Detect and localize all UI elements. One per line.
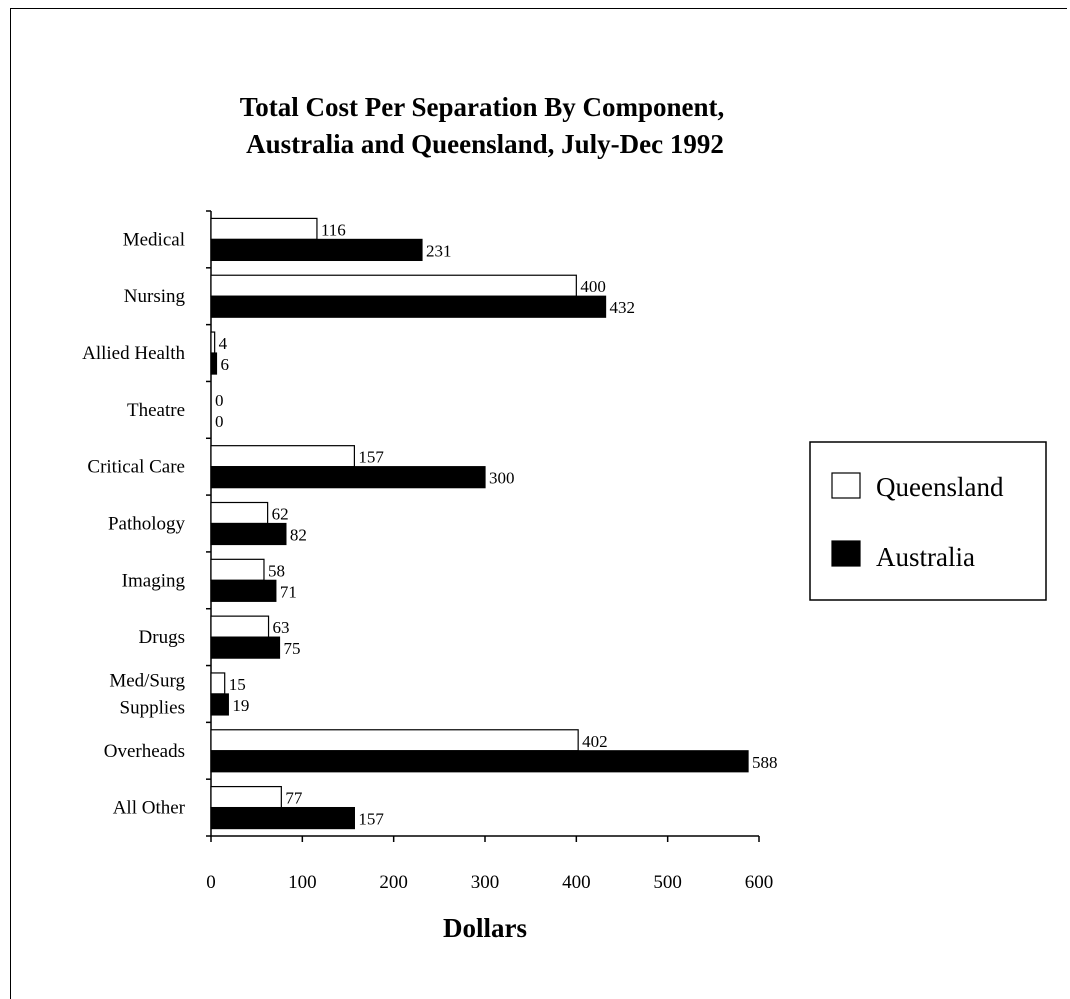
value-label-australia-medical: 231	[426, 241, 452, 260]
bar-queensland-med-surg-supplies	[210, 672, 226, 695]
category-label-allied-health: Allied Health	[82, 343, 185, 364]
category-label-drugs: Drugs	[139, 627, 185, 648]
x-tick-label-600: 600	[745, 872, 774, 893]
legend-swatch-australia	[831, 540, 861, 567]
x-tick-label-400: 400	[562, 872, 591, 893]
category-label-pathology: Pathology	[108, 514, 186, 535]
x-tick-label-0: 0	[206, 872, 216, 893]
value-label-queensland-allied-health: 4	[219, 334, 228, 353]
value-label-queensland-pathology: 62	[272, 505, 289, 524]
legend: Queensland Australia	[809, 441, 1047, 601]
category-label-theatre: Theatre	[127, 400, 185, 421]
value-label-australia-med-surg-supplies: 19	[232, 696, 249, 715]
chart-title-line-1: Total Cost Per Separation By Component,	[240, 92, 725, 122]
category-label-critical-care: Critical Care	[87, 457, 185, 478]
value-label-australia-drugs: 75	[284, 639, 301, 658]
x-tick-label-300: 300	[471, 872, 500, 893]
bar-australia-allied-health	[210, 352, 218, 375]
x-tick-label-200: 200	[379, 872, 408, 893]
category-label-all-other: All Other	[113, 798, 186, 819]
bar-australia-medical	[210, 238, 423, 262]
bar-queensland-pathology	[210, 501, 269, 525]
value-label-australia-overheads: 588	[752, 753, 778, 772]
legend-swatch-queensland	[831, 472, 861, 499]
legend-box	[809, 441, 1047, 601]
bar-australia-overheads	[210, 750, 749, 773]
category-label-medical: Medical	[123, 229, 185, 250]
value-label-australia-allied-health: 6	[220, 355, 229, 374]
value-label-australia-theatre: 0	[215, 412, 224, 431]
value-label-queensland-med-surg-supplies: 15	[229, 675, 246, 694]
x-tick-label-100: 100	[288, 872, 317, 893]
value-label-australia-critical-care: 300	[489, 469, 515, 488]
chart-title-line-2: Australia and Queensland, July-Dec 1992	[246, 129, 724, 159]
chart-frame	[10, 8, 1067, 999]
bar-australia-imaging	[210, 579, 277, 602]
bar-queensland-overheads	[210, 729, 579, 752]
bar-australia-all-other	[210, 806, 355, 830]
value-label-queensland-drugs: 63	[273, 618, 290, 637]
value-label-queensland-theatre: 0	[215, 391, 224, 410]
value-label-queensland-all-other: 77	[285, 789, 303, 808]
legend-label-australia: Australia	[876, 542, 975, 572]
bar-queensland-imaging	[210, 558, 265, 581]
bar-queensland-nursing	[210, 274, 577, 297]
category-label-nursing: Nursing	[124, 286, 186, 307]
bar-queensland-medical	[210, 217, 318, 241]
value-label-australia-imaging: 71	[280, 582, 297, 601]
value-label-queensland-critical-care: 157	[358, 448, 384, 467]
x-axis-label: Dollars	[443, 913, 527, 943]
value-label-australia-all-other: 157	[358, 810, 384, 829]
value-label-australia-pathology: 82	[290, 526, 307, 545]
value-label-queensland-overheads: 402	[582, 732, 608, 751]
category-label-imaging: Imaging	[122, 570, 186, 591]
bar-australia-critical-care	[210, 466, 486, 489]
value-label-australia-nursing: 432	[610, 298, 636, 317]
value-label-queensland-medical: 116	[321, 220, 346, 239]
bar-queensland-drugs	[210, 615, 270, 638]
value-label-queensland-imaging: 58	[268, 561, 285, 580]
category-label-med-surg-supplies: Med/Surg Supplies	[109, 670, 185, 718]
bar-australia-drugs	[210, 636, 281, 659]
x-tick-label-500: 500	[653, 872, 682, 893]
value-label-queensland-nursing: 400	[580, 277, 606, 296]
bar-australia-pathology	[210, 522, 287, 546]
bar-australia-med-surg-supplies	[210, 693, 229, 716]
bar-queensland-all-other	[210, 785, 282, 809]
bar-queensland-critical-care	[210, 445, 355, 468]
legend-label-queensland: Queensland	[876, 472, 1004, 502]
bar-queensland-allied-health	[210, 331, 216, 354]
bar-australia-nursing	[210, 295, 607, 318]
category-label-overheads: Overheads	[104, 741, 185, 762]
